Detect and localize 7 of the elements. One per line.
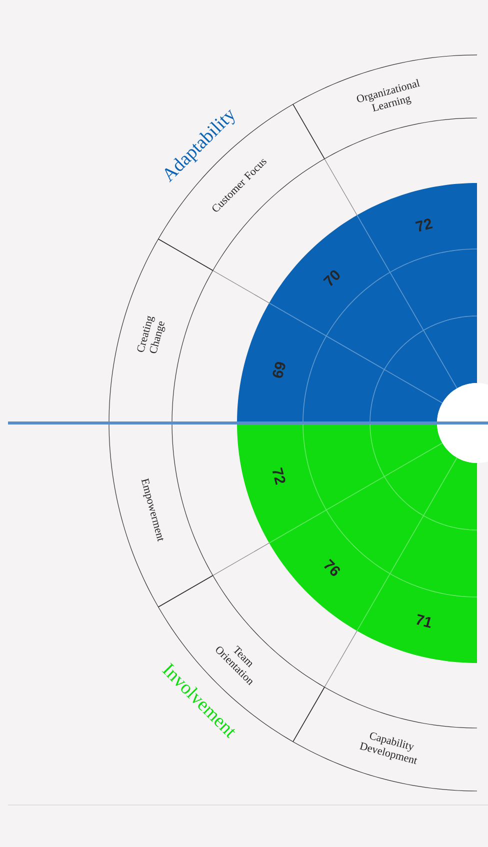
- data-label: 76: [324, 558, 340, 576]
- data-label: 72: [272, 467, 286, 485]
- data-label: 69: [272, 362, 286, 378]
- data-label: 71: [416, 614, 431, 628]
- category-label: Creating Change: [137, 316, 166, 354]
- data-label: 72: [415, 218, 433, 232]
- data-label: 70: [322, 270, 340, 286]
